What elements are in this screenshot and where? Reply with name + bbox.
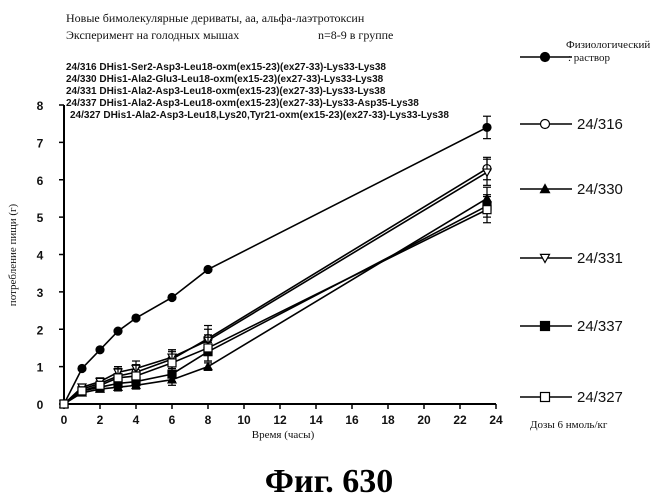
- legend-item-2: 24/316: [520, 116, 623, 133]
- data-point: [114, 374, 122, 382]
- legend-label: 24/330: [577, 181, 623, 198]
- legend-marker: [541, 120, 550, 129]
- x-tick-label: 2: [97, 413, 104, 427]
- y-tick-label: 1: [37, 361, 44, 375]
- x-tick-label: 10: [237, 413, 251, 427]
- y-tick-label: 5: [37, 211, 44, 225]
- chart-legend: Физиологический: раствор 24/316 24/330 24/3…: [520, 39, 650, 406]
- y-tick-label: 0: [37, 398, 44, 412]
- series-5: [60, 195, 491, 408]
- x-tick-label: 6: [169, 413, 176, 427]
- chart-series: [60, 116, 491, 408]
- y-axis-label: потребление пищи (г): [7, 203, 19, 306]
- x-tick-label: 16: [345, 413, 359, 427]
- compound-24-330: 24/330 DHis1-Ala2-Glu3-Leu18-oxm(ex15-23…: [66, 74, 384, 85]
- chart-title-line2: Эксперимент на голодных мышах: [66, 28, 239, 42]
- x-tick-label: 22: [453, 413, 467, 427]
- x-tick-label: 20: [417, 413, 431, 427]
- dose-note: Дозы 6 нмоль/кг: [530, 419, 608, 431]
- x-tick-label: 0: [61, 413, 68, 427]
- data-point: [204, 344, 212, 352]
- data-point: [96, 381, 104, 389]
- x-tick-label: 12: [273, 413, 287, 427]
- data-point: [78, 364, 86, 372]
- legend-item-3: 24/330: [520, 181, 623, 198]
- compound-24-331: 24/331 DHis1-Ala2-Asp3-Leu18-oxm(ex15-23…: [66, 86, 386, 97]
- legend-item-4: 24/331: [520, 250, 623, 267]
- legend-label: 24/327: [577, 389, 623, 406]
- legend-label: Физиологический: [566, 39, 650, 51]
- compound-24-337: 24/337 DHis1-Ala2-Asp3-Leu18-oxm(ex15-23…: [66, 98, 419, 109]
- legend-marker: [541, 322, 550, 331]
- x-tick-label: 18: [381, 413, 395, 427]
- x-axis-label: Время (часы): [252, 429, 315, 441]
- data-point: [114, 327, 122, 335]
- data-point: [204, 363, 212, 370]
- x-tick-label: 4: [133, 413, 140, 427]
- data-point: [60, 400, 68, 408]
- data-point: [483, 123, 491, 131]
- series-6: [60, 197, 491, 408]
- series-4: [60, 159, 491, 408]
- series-line: [64, 169, 487, 404]
- group-size-note: n=8-9 в группе: [318, 28, 393, 42]
- y-tick-label: 7: [37, 136, 44, 150]
- series-line: [64, 198, 487, 404]
- y-tick-label: 8: [37, 99, 44, 113]
- legend-item-1: Физиологический: раствор: [520, 39, 650, 64]
- series-1: [60, 116, 491, 408]
- compound-24-327: 24/327 DHis1-Ala2-Asp3-Leu18,Lys20,Tyr21…: [70, 110, 449, 121]
- legend-label: 24/331: [577, 250, 623, 267]
- data-point: [132, 372, 140, 380]
- x-tick-label: 14: [309, 413, 323, 427]
- legend-label: : раствор: [568, 52, 610, 64]
- chart-title-line1: Новые бимолекулярные дериваты, аа, альфа…: [66, 11, 365, 25]
- y-tick-label: 3: [37, 286, 44, 300]
- data-point: [483, 206, 491, 214]
- data-point: [96, 346, 104, 354]
- data-point: [168, 293, 176, 301]
- data-point: [168, 359, 176, 367]
- legend-item-5: 24/337: [520, 318, 623, 335]
- y-tick-label: 4: [37, 249, 44, 263]
- legend-marker: [541, 53, 550, 62]
- legend-label: 24/316: [577, 116, 623, 133]
- data-point: [483, 169, 491, 176]
- data-point: [78, 387, 86, 395]
- series-line: [64, 127, 487, 404]
- compound-24-316: 24/316 DHis1-Ser2-Asp3-Leu18-oxm(ex15-23…: [66, 62, 386, 73]
- data-point: [132, 314, 140, 322]
- x-tick-label: 24: [489, 413, 503, 427]
- data-point: [204, 265, 212, 273]
- y-tick-label: 6: [37, 174, 44, 188]
- figure-label: Фиг. 630: [265, 463, 393, 500]
- y-tick-label: 2: [37, 323, 44, 337]
- legend-label: 24/337: [577, 318, 623, 335]
- legend-marker: [541, 393, 550, 402]
- compound-list: 24/316 DHis1-Ser2-Asp3-Leu18-oxm(ex15-23…: [66, 62, 449, 121]
- x-tick-label: 8: [205, 413, 212, 427]
- legend-item-6: 24/327: [520, 389, 623, 406]
